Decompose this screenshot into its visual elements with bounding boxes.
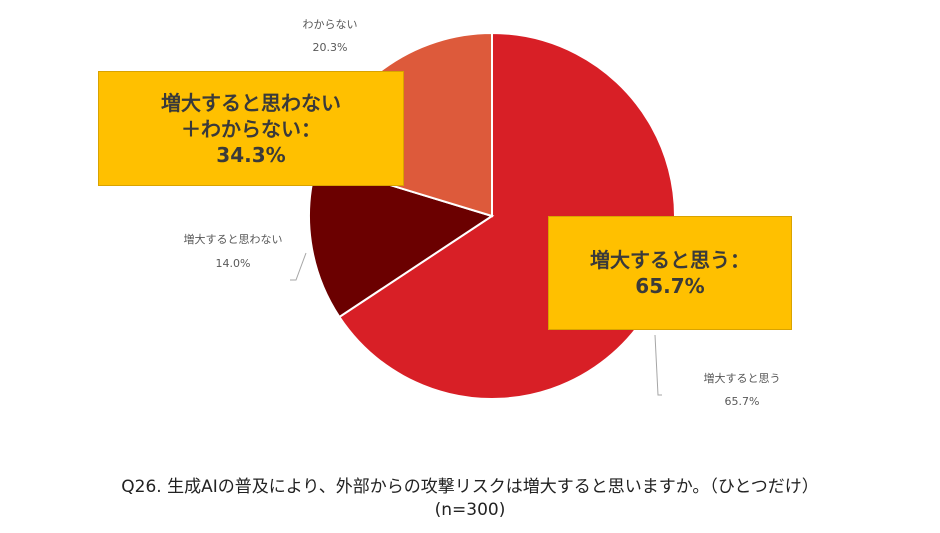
leader-line-no [290,252,307,281]
callout-yes-line-2: 65.7% [635,274,705,298]
slice-label-no: 増大すると思わない [184,232,283,246]
callout-not-increase-plus-dontknow: 増大すると思わない ＋わからない： 34.3% [98,71,404,186]
leader-lines [290,252,662,396]
slice-label-dontknow: わからない [303,18,358,31]
slice-value-dontknow: 20.3% [313,41,348,54]
callout-agree-line-1: 増大すると思わない [161,90,341,115]
chart-caption: Q26. 生成AIの普及により、外部からの攻撃リスクは増大すると思いますか。（ひ… [0,476,940,522]
slice-value-no: 14.0% [216,257,251,270]
callout-agree-line-3: 34.3% [216,142,286,167]
leader-line-yes [654,334,662,396]
callout-yes-line-1: 増大すると思う： [590,248,750,272]
chart-subtitle: (n=300) [434,499,506,520]
slice-value-yes: 65.7% [725,395,760,408]
callout-agree-line-2: ＋わからない： [181,116,321,141]
slice-label-yes: 増大すると思う [704,371,781,385]
chart-title: Q26. 生成AIの普及により、外部からの攻撃リスクは増大すると思いますか。（ひ… [121,477,819,497]
callout-increase: 増大すると思う： 65.7% [548,216,792,330]
